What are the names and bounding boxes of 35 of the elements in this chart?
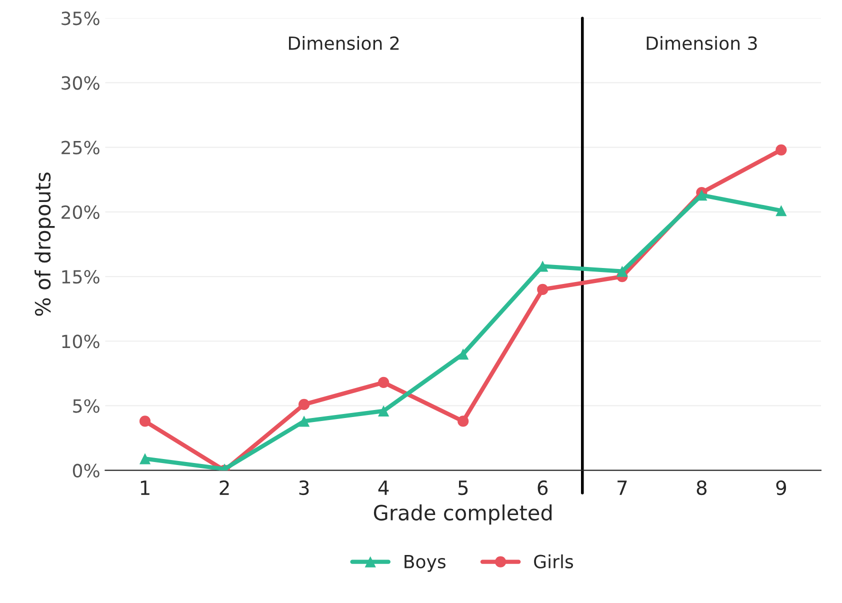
point bbox=[298, 416, 310, 427]
x-tick-label: 8 bbox=[696, 480, 707, 496]
x-tick-label: 1 bbox=[140, 480, 150, 495]
point bbox=[776, 205, 787, 216]
y-tick-label: 10% bbox=[62, 334, 100, 348]
y-tick-label: 0% bbox=[72, 464, 100, 478]
y-tick-label: 20% bbox=[62, 205, 100, 220]
x-tick-label: 7 bbox=[618, 480, 627, 495]
x-tick-label: 2 bbox=[220, 480, 229, 495]
point bbox=[298, 398, 310, 410]
annotation: Dimension 2 bbox=[288, 36, 399, 50]
legend-label: Girls bbox=[534, 554, 574, 568]
legend-label: Boys bbox=[404, 554, 446, 572]
y-tick-label: 30% bbox=[62, 76, 100, 90]
y-tick-label: 35% bbox=[62, 12, 100, 26]
y-tick-label: 5% bbox=[73, 399, 100, 413]
y-axis-title: % of dropouts bbox=[34, 172, 55, 316]
point bbox=[378, 376, 390, 388]
x-tick-label: 3 bbox=[299, 480, 309, 496]
annotation: Dimension 3 bbox=[646, 36, 757, 50]
point bbox=[458, 348, 469, 360]
x-tick-label: 9 bbox=[776, 480, 786, 496]
y-tick-label: 25% bbox=[62, 140, 100, 154]
x-tick-label: 5 bbox=[458, 480, 468, 496]
x-tick-label: 4 bbox=[378, 480, 389, 495]
y-tick-label: 15% bbox=[62, 270, 100, 284]
x-axis-title: Grade completed bbox=[374, 504, 552, 525]
point bbox=[537, 284, 548, 295]
point bbox=[776, 144, 787, 156]
point bbox=[139, 453, 151, 464]
point bbox=[139, 416, 151, 427]
point bbox=[458, 416, 469, 427]
point bbox=[378, 405, 390, 416]
point bbox=[616, 266, 628, 277]
x-tick-label: 6 bbox=[538, 480, 548, 496]
